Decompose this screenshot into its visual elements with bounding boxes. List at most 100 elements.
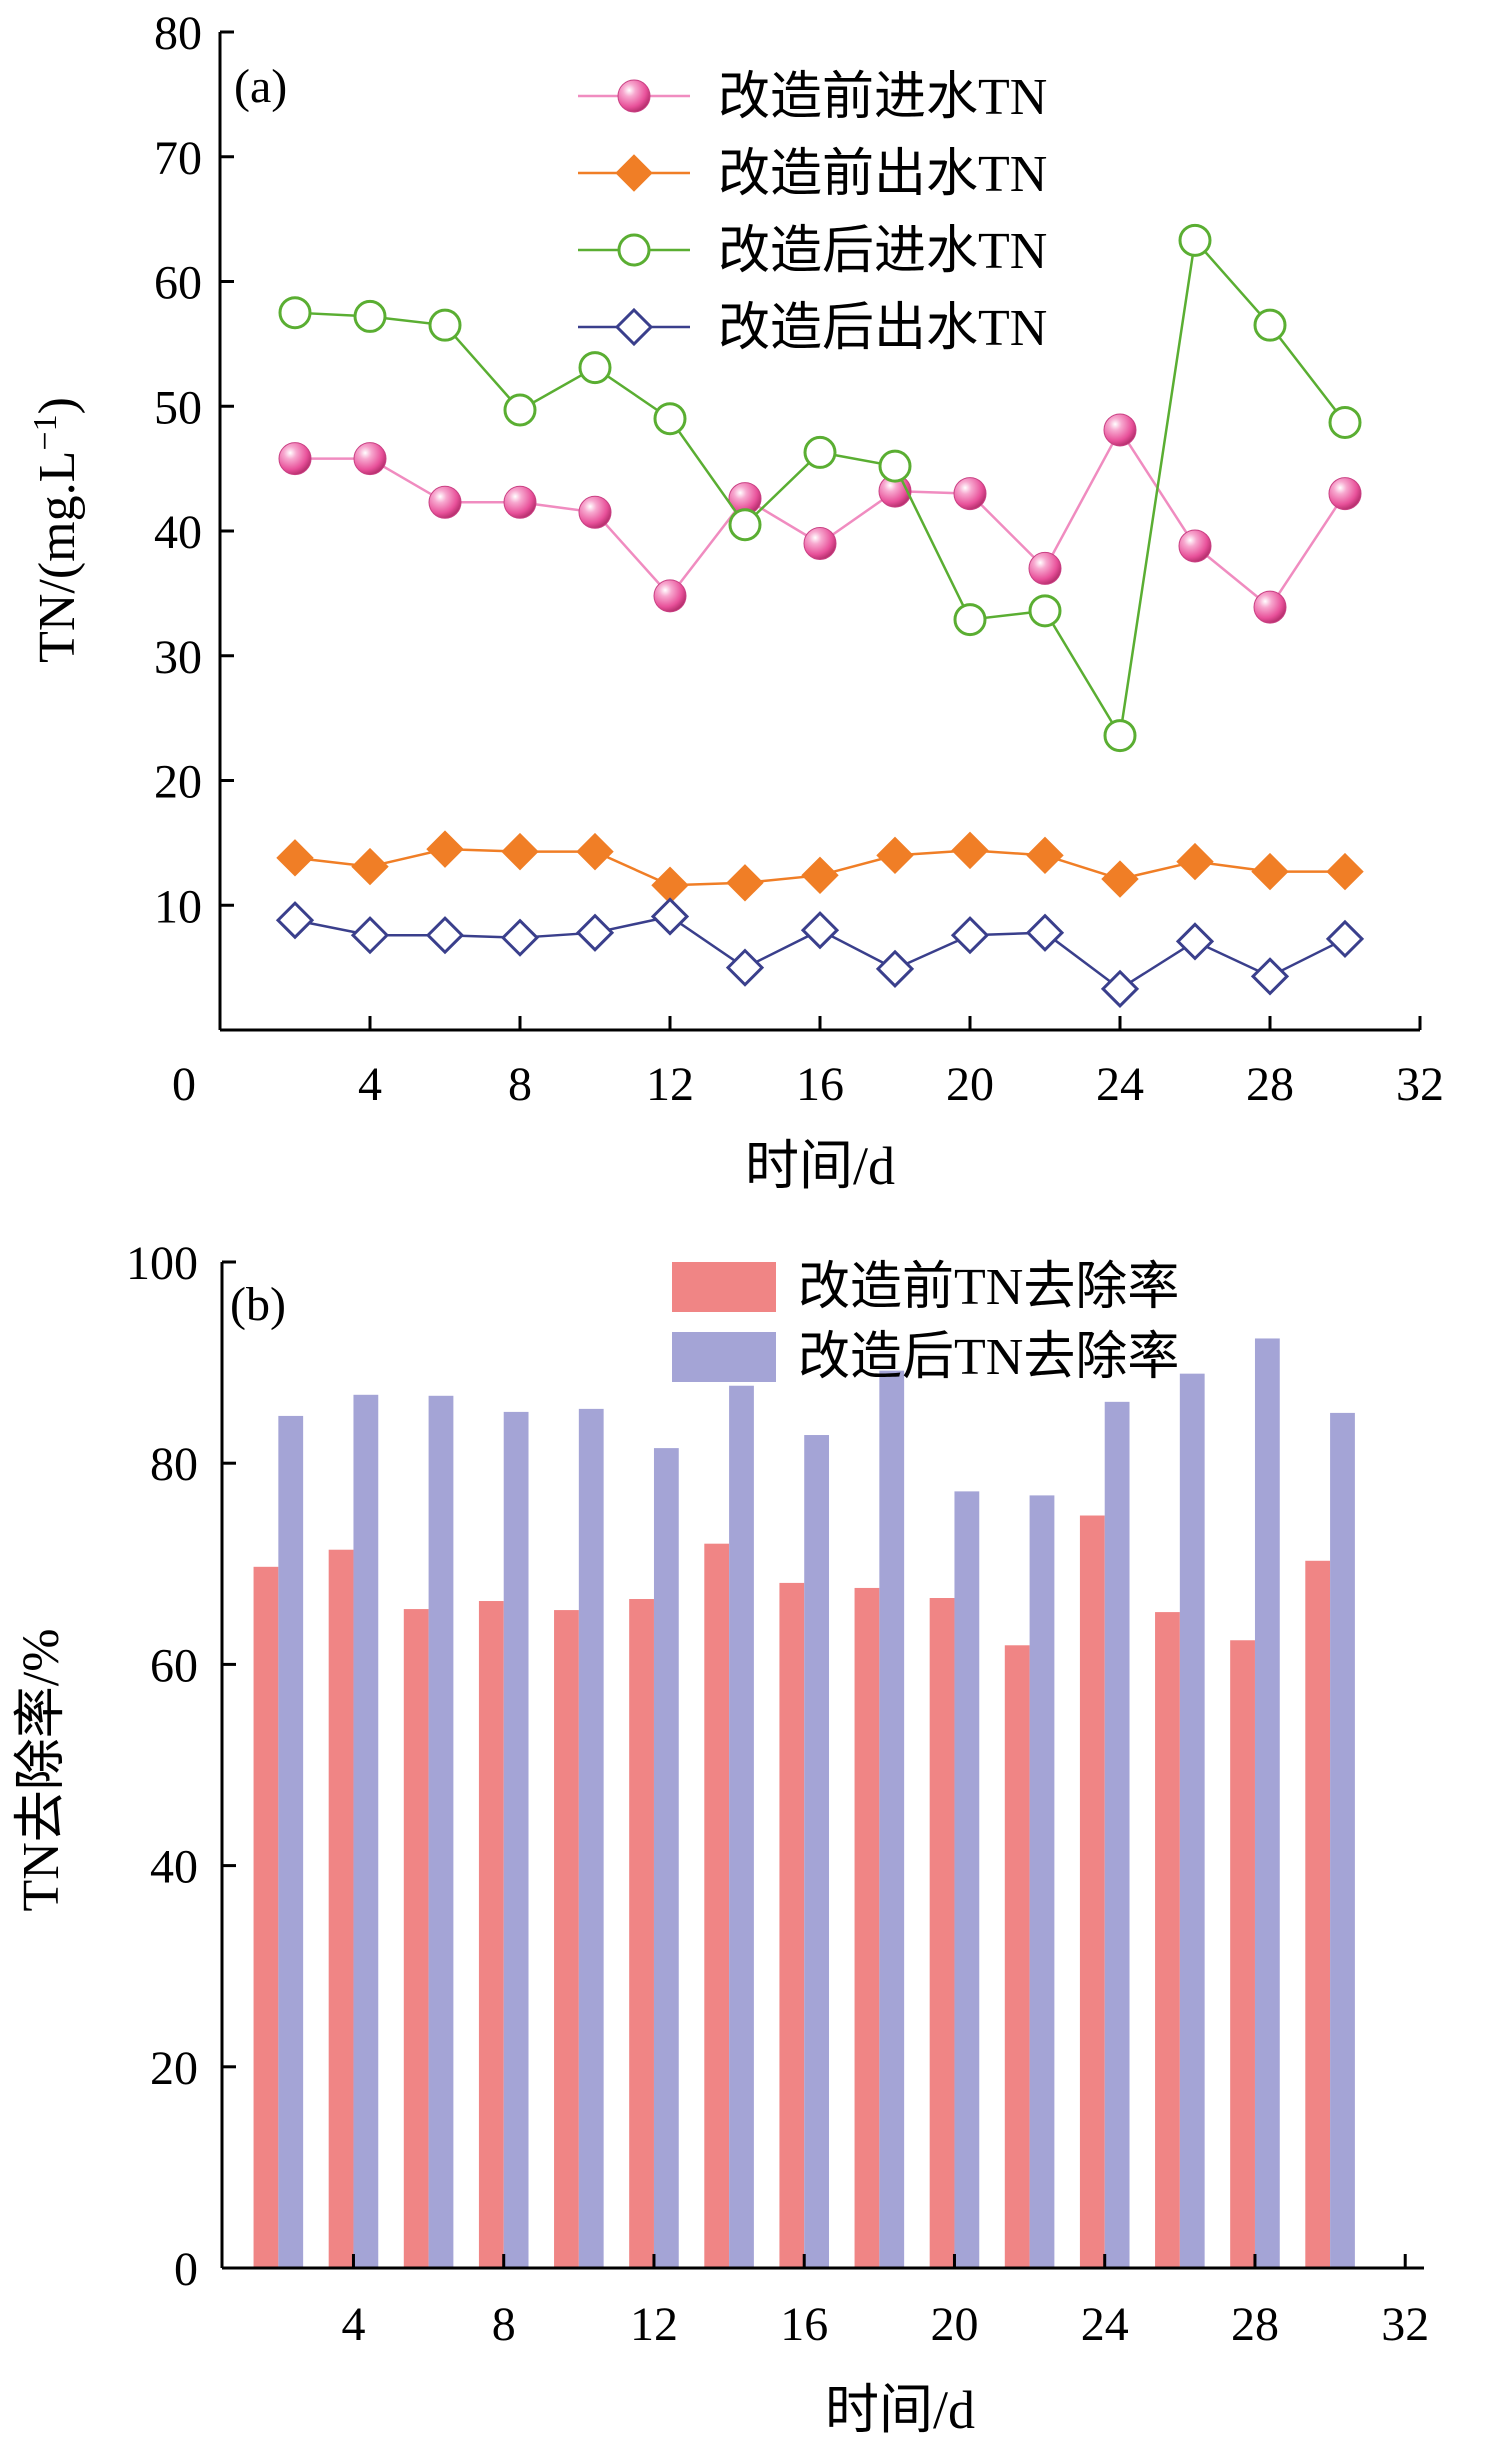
legend-label: 改造后TN去除率 (798, 1329, 1179, 1386)
bar-before (253, 1566, 279, 2268)
legend-marker (615, 154, 653, 192)
x-tick-label: 20 (930, 2298, 978, 2351)
data-point (876, 836, 914, 875)
y-tick-label: 60 (150, 1639, 198, 1692)
x-axis-ticks: 4 8 12 16 20 24 28 32 (341, 2254, 1429, 2351)
legend-swatch (672, 1332, 776, 1382)
data-point (1028, 551, 1062, 585)
x-tick-label: 28 (1246, 1058, 1294, 1111)
bar-before (328, 1549, 354, 2268)
x-tick-label: 32 (1396, 1058, 1444, 1111)
series-4 (275, 897, 1365, 1008)
data-point (650, 897, 690, 936)
bar-before (554, 1610, 579, 2268)
data-point (575, 913, 615, 952)
data-point (800, 911, 840, 950)
data-point (578, 351, 612, 385)
bar-before (629, 1599, 654, 2268)
series-group (275, 223, 1365, 1008)
y-tick-label: 60 (154, 257, 202, 310)
data-point (951, 831, 989, 870)
tn-removal-rate-bar-chart: 0 20 40 60 80 100 4 8 12 16 20 24 28 32 (b) 时间/d TN去… (13, 1237, 1429, 2440)
x-tick-label: 16 (780, 2298, 828, 2351)
data-point (425, 916, 465, 955)
bar-before (854, 1587, 880, 2268)
legend-item: 改造前出水TN (578, 146, 1047, 203)
y-tick-label: 80 (154, 7, 202, 60)
data-point (803, 526, 837, 560)
x-tick-label: 32 (1381, 2298, 1429, 2351)
bars-group (253, 1338, 1355, 2268)
data-point (1025, 913, 1065, 952)
panel-label: (b) (230, 1278, 286, 1331)
x-tick-label: 24 (1096, 1058, 1144, 1111)
bar-before (1004, 1645, 1030, 2268)
bar-after (653, 1448, 679, 2268)
legend-swatch (672, 1262, 776, 1312)
x-tick-label: 16 (796, 1058, 844, 1111)
series-2 (276, 830, 1364, 904)
legend-item: 改造后进水TN (578, 223, 1047, 280)
bar-before (704, 1543, 730, 2268)
data-point (1028, 594, 1062, 628)
legend-label: 改造前TN去除率 (798, 1259, 1179, 1316)
legend-item: 改造后出水TN (578, 300, 1047, 357)
y-tick-label: 40 (154, 506, 202, 559)
data-point (1253, 308, 1287, 342)
x-tick-label: 8 (492, 2298, 516, 2351)
y-axis-label-superscript: −1 (27, 414, 64, 450)
data-point (1026, 836, 1064, 875)
data-point (1100, 969, 1140, 1008)
data-point (950, 916, 990, 955)
data-point (1250, 957, 1290, 996)
bar-after (1254, 1338, 1280, 2268)
legend: 改造前进水TN 改造前出水TN 改造后进水TN 改造后出水TN (578, 69, 1047, 357)
y-tick-label: 0 (174, 2243, 198, 2296)
bar-after (1104, 1401, 1130, 2268)
bar-after (1330, 1412, 1355, 2268)
series-3 (278, 223, 1362, 753)
tn-concentration-line-chart: 10 20 30 40 50 60 70 80 0 4 8 12 16 20 24 28 32 (a) 时间/… (27, 7, 1444, 1196)
data-point (1101, 860, 1139, 898)
data-point (728, 508, 762, 542)
legend-item: 改造后TN去除率 (672, 1329, 1179, 1386)
data-point (803, 435, 837, 469)
data-point (428, 485, 462, 519)
bar-after (804, 1435, 830, 2268)
y-tick-label: 80 (150, 1438, 198, 1491)
data-point (953, 603, 987, 637)
x-tick-label: 0 (172, 1058, 196, 1111)
data-point (500, 918, 540, 957)
bar-before (779, 1582, 805, 2268)
data-point (1325, 919, 1365, 959)
x-tick-label: 24 (1081, 2298, 1129, 2351)
data-point (578, 495, 612, 529)
data-point (953, 477, 987, 511)
y-tick-label: 70 (154, 132, 202, 185)
bar-after (503, 1411, 529, 2268)
data-point (1103, 719, 1137, 753)
x-axis-label: 时间/d (745, 1136, 895, 1196)
legend-label: 改造前进水TN (718, 69, 1047, 126)
y-tick-label: 10 (154, 880, 202, 933)
y-tick-label: 100 (126, 1237, 198, 1290)
data-point (428, 308, 462, 342)
legend-label: 改造后出水TN (718, 300, 1047, 357)
x-axis-label: 时间/d (825, 2380, 975, 2440)
legend-item: 改造前TN去除率 (672, 1259, 1179, 1316)
data-point (426, 830, 464, 868)
data-point (353, 299, 387, 333)
data-point (1175, 922, 1215, 961)
bar-after (1029, 1495, 1055, 2268)
data-point (351, 847, 389, 886)
x-tick-label: 4 (341, 2298, 365, 2351)
x-axis-ticks: 0 4 8 12 16 20 24 28 32 (172, 1016, 1444, 1111)
y-axis-label: TN去除率/% (13, 1628, 70, 1911)
data-point (653, 402, 687, 436)
legend-marker (614, 307, 654, 347)
data-point (353, 442, 387, 476)
legend-item: 改造前进水TN (578, 69, 1047, 126)
y-axis-label-close: ) (29, 397, 86, 414)
data-point (501, 832, 539, 871)
